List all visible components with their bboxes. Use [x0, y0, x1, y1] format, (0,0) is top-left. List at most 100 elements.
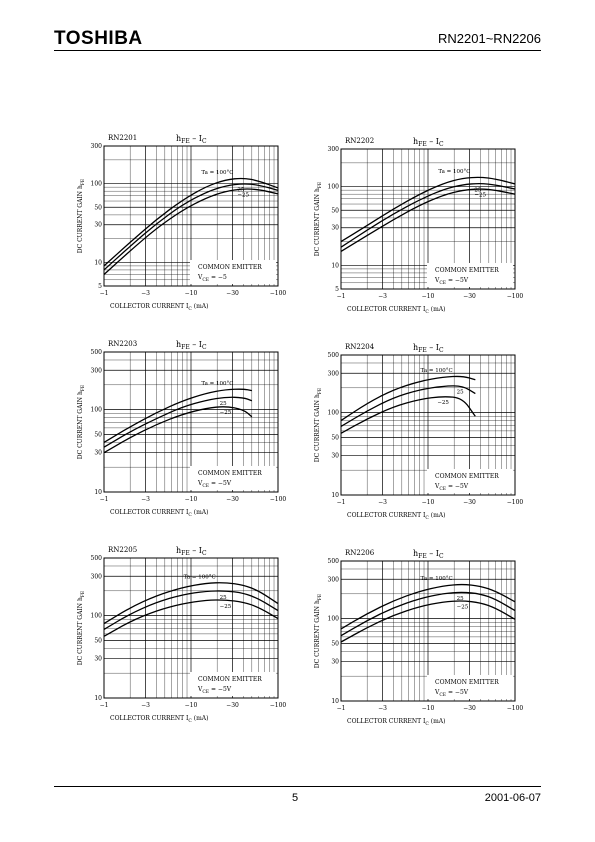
x-tick-label: −100: [507, 499, 524, 506]
x-axis-label-sub: C: [188, 512, 192, 518]
condition-vce: VCE = −5: [197, 274, 227, 283]
condition-vce-sub: CE: [439, 692, 446, 698]
x-axis-label: COLLECTOR CURRENT IC (mA): [110, 509, 208, 518]
x-tick-label: −10: [185, 496, 198, 503]
chart-title: hFE – IC: [176, 546, 207, 557]
x-axis-label: COLLECTOR CURRENT IC (mA): [347, 306, 445, 315]
y-tick-label: 30: [94, 450, 102, 457]
chart-title: hFE – IC: [176, 340, 207, 351]
x-axis-label: COLLECTOR CURRENT IC (mA): [110, 303, 208, 312]
condition-vce-sub: CE: [202, 483, 209, 489]
condition-vce-sub: CE: [202, 689, 209, 695]
chart-part-label: RN2204: [345, 343, 375, 351]
condition-vce: VCE = −5V: [434, 483, 469, 492]
y-tick-label: 5: [335, 286, 339, 293]
y-axis-label-main: DC CURRENT GAIN h: [314, 394, 321, 462]
chart-title-main: h: [176, 340, 181, 349]
chart-part-label: RN2205: [108, 546, 137, 554]
y-tick-label: 500: [91, 555, 103, 562]
y-tick-label: 10: [94, 489, 102, 496]
x-tick-label: −10: [185, 702, 198, 709]
y-tick-label: 100: [328, 616, 340, 623]
chart-title-sub: FE: [181, 138, 190, 145]
series-line-2: [103, 599, 279, 637]
y-axis-label-group: DC CURRENT GAIN hFE: [314, 388, 323, 462]
x-tick-label: −1: [337, 293, 346, 300]
series-label-1: 25: [237, 188, 244, 194]
y-tick-label: 10: [331, 262, 339, 269]
series-line-0: [340, 176, 516, 243]
y-tick-label: 30: [331, 659, 339, 666]
y-axis-label-sub: FE: [80, 179, 86, 185]
y-axis-label-main: DC CURRENT GAIN h: [77, 597, 84, 665]
x-tick-label: −30: [226, 290, 239, 297]
y-tick-label: 5: [98, 283, 102, 290]
series-label-2: −25: [220, 604, 232, 610]
y-tick-label: 30: [331, 453, 339, 460]
chart-part-label: RN2202: [345, 137, 374, 145]
y-tick-label: 50: [94, 431, 102, 438]
y-axis-label-group: DC CURRENT GAIN hFE: [314, 182, 323, 256]
x-tick-label: −3: [378, 705, 387, 712]
x-tick-label: −1: [337, 705, 346, 712]
x-axis-label: COLLECTOR CURRENT IC (mA): [347, 718, 445, 727]
x-axis-label-sub: C: [188, 718, 192, 724]
y-axis-label-group: DC CURRENT GAIN hFE: [77, 385, 86, 459]
series-line-0: [340, 583, 516, 630]
x-tick-label: −30: [463, 293, 476, 300]
x-tick-label: −10: [422, 293, 435, 300]
condition-box: [427, 469, 513, 493]
x-tick-label: −10: [422, 499, 435, 506]
y-tick-label: 50: [331, 207, 339, 214]
chart-title-tail-sub: C: [202, 138, 207, 145]
chart-title-sub: FE: [418, 347, 427, 354]
series-line-2: [340, 188, 516, 252]
chart-title-tail-sub: C: [439, 553, 444, 560]
series-label-1: 25: [457, 596, 464, 602]
x-tick-label: −100: [270, 290, 287, 297]
series-label-2: −25: [474, 193, 486, 199]
condition-vce-tail: = −5V: [209, 480, 232, 487]
y-axis-label-sub: FE: [80, 385, 86, 391]
chart-title-sub: FE: [181, 550, 190, 557]
chart-title: hFE – IC: [413, 343, 444, 354]
y-tick-label: 30: [331, 225, 339, 232]
x-tick-label: −3: [378, 293, 387, 300]
x-tick-label: −1: [100, 702, 109, 709]
part-range: RN2201~RN2206: [438, 31, 541, 46]
y-axis-label-group: DC CURRENT GAIN hFE: [314, 594, 323, 668]
condition-vce-main: V: [434, 483, 440, 490]
y-tick-label: 100: [91, 613, 103, 620]
x-tick-label: −1: [100, 496, 109, 503]
x-tick-label: −10: [185, 290, 198, 297]
x-axis-label-main: COLLECTOR CURRENT I: [347, 718, 426, 725]
chart-title-sub: FE: [418, 141, 427, 148]
y-axis-label-main: DC CURRENT GAIN h: [314, 188, 321, 256]
series-label-0: Ta = 100°C: [184, 575, 216, 581]
condition-vce-tail: = −5V: [209, 686, 232, 693]
y-tick-label: 100: [328, 184, 340, 191]
condition-vce-sub: CE: [202, 277, 209, 283]
brand-logo: TOSHIBA: [54, 28, 143, 49]
series-label-2: −25: [237, 193, 249, 199]
y-tick-label: 300: [328, 146, 340, 153]
chart-part-label: RN2201: [108, 134, 137, 142]
condition-vce-sub: CE: [439, 280, 446, 286]
chart-title-tail-sub: C: [202, 550, 207, 557]
y-tick-label: 10: [331, 492, 339, 499]
condition-box: [427, 675, 513, 699]
chart-title-tail: – I: [427, 343, 439, 352]
plot-frame: [103, 351, 279, 493]
x-tick-label: −1: [100, 290, 109, 297]
chart-title-sub: FE: [418, 553, 427, 560]
series-label-1: 25: [220, 401, 227, 407]
series-label-0: Ta = 100°C: [438, 169, 470, 175]
chart-title-tail: – I: [190, 546, 202, 555]
plot-frame: [103, 145, 279, 287]
series-line-0: [340, 375, 476, 422]
chart-title-main: h: [176, 134, 181, 143]
chart-title-main: h: [413, 137, 418, 146]
x-axis-label-sub: C: [425, 515, 429, 521]
condition-vce: VCE = −5V: [197, 686, 232, 695]
